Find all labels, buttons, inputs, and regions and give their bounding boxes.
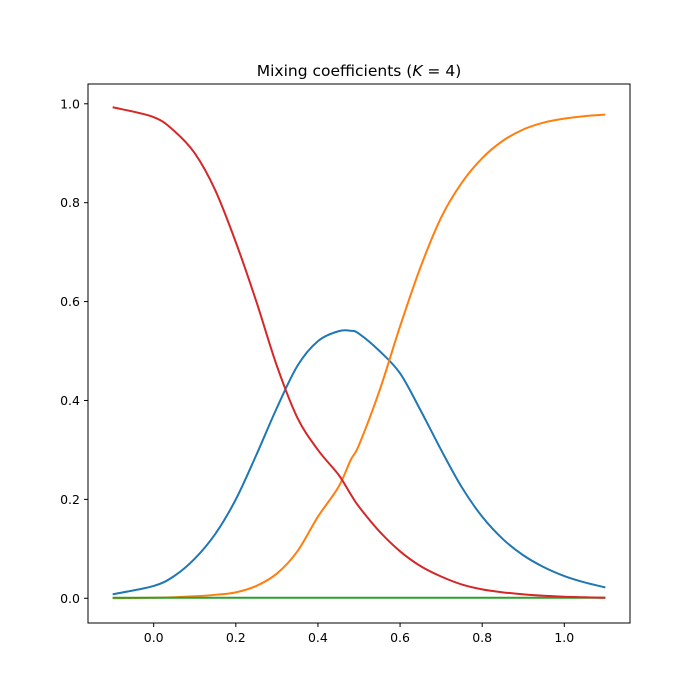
x-tick-label: 0.6 (390, 630, 410, 645)
y-tick-label: 0.4 (60, 393, 80, 408)
x-tick-label: 0.0 (144, 630, 164, 645)
x-tick-label: 0.8 (472, 630, 492, 645)
y-tick-label: 1.0 (60, 96, 80, 111)
y-tick-label: 0.0 (60, 591, 80, 606)
series-line-2 (112, 113, 606, 600)
x-tick-label: 0.2 (226, 630, 246, 645)
series-line-1 (112, 329, 606, 596)
y-tick-label: 0.6 (60, 294, 80, 309)
axes-frame (87, 83, 631, 624)
y-tick-label: 0.8 (60, 195, 80, 210)
x-tick-label: 0.4 (308, 630, 328, 645)
chart-title: Mixing coefficients (K = 4) (257, 62, 462, 80)
plot-area: 0.0 0.2 0.4 0.6 0.8 1.0 0.0 0.2 0.4 0.6 0.8 1.0 (60, 96, 606, 645)
x-tick-label: 1.0 (554, 630, 574, 645)
series-line-4 (112, 106, 606, 599)
y-tick-label: 0.2 (60, 492, 80, 507)
